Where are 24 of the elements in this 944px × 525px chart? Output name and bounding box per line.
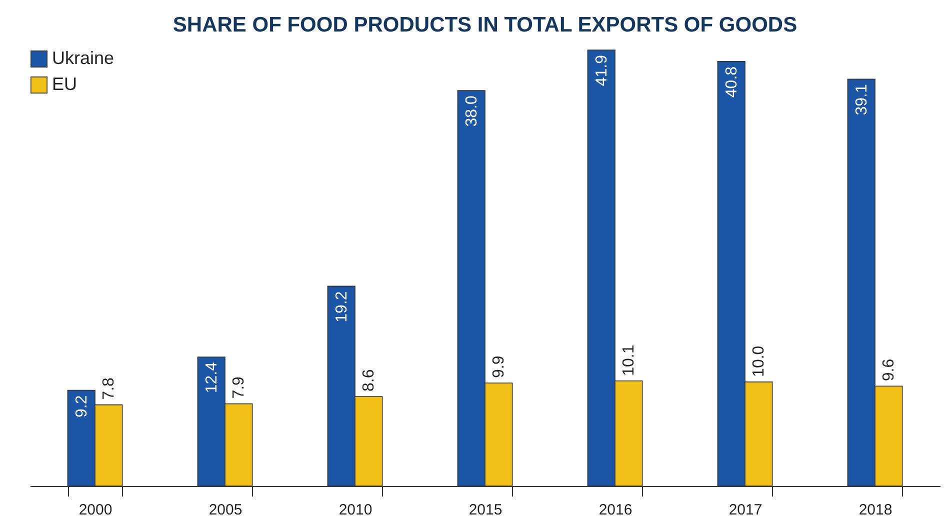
x-tick-label: 2017 [728,502,762,518]
x-tick-label: 2000 [78,502,112,518]
x-tick-label: 2018 [858,502,892,518]
chart-title: SHARE OF FOOD PRODUCTS IN TOTAL EXPORTS OF GOODS [172,14,798,37]
x-tick-label: 2005 [208,502,242,518]
data-label: 19.2 [333,291,350,322]
data-label: 7.9 [230,376,248,399]
x-tick-label: 2015 [468,502,502,518]
data-label: 38.0 [463,95,480,127]
data-label: 12.4 [203,362,220,394]
data-label: 8.6 [360,369,378,392]
legend-label: EU [52,74,78,94]
data-label: 9.9 [490,356,508,378]
data-label: 10.1 [620,344,638,376]
x-tick-label: 2016 [598,502,632,518]
data-label: 7.8 [100,377,118,400]
data-label: 41.9 [593,54,610,86]
x-tick-label: 2010 [338,502,372,518]
data-label: 9.2 [73,395,90,418]
data-label: 40.8 [723,66,740,98]
legend-label: Ukraine [52,48,114,68]
data-label: 39.1 [853,84,870,116]
data-label: 10.0 [750,346,768,377]
data-label: 9.6 [880,358,898,382]
